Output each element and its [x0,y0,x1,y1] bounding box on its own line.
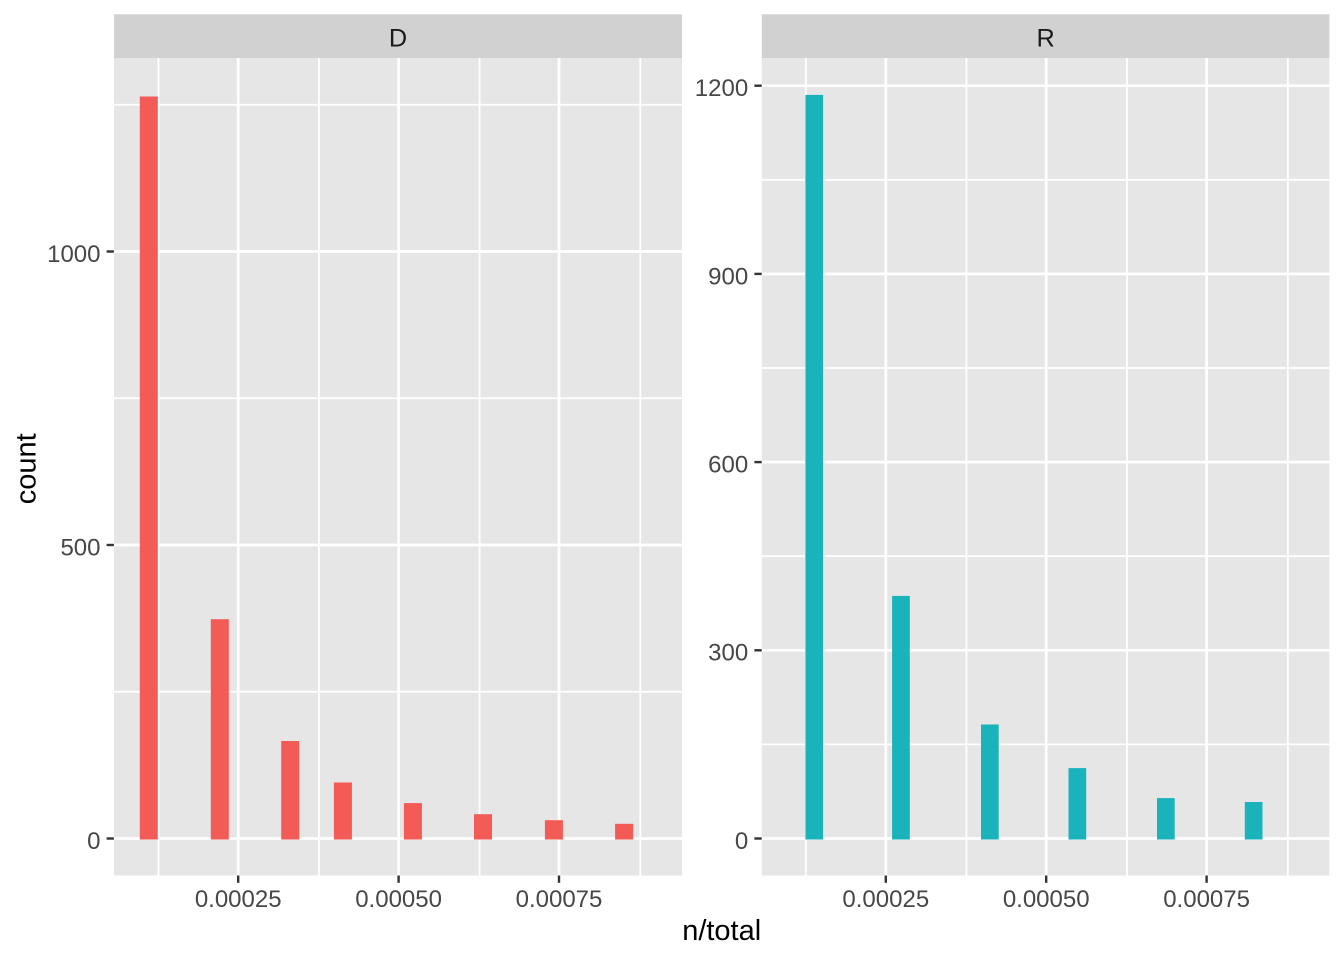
svg-text:0.00025: 0.00025 [195,886,282,913]
svg-text:0.00050: 0.00050 [355,886,442,913]
svg-text:600: 600 [708,452,748,479]
svg-text:0.00050: 0.00050 [1003,886,1090,913]
svg-text:1200: 1200 [695,75,748,102]
svg-text:1000: 1000 [47,241,100,268]
svg-text:0.00075: 0.00075 [1163,886,1250,913]
svg-text:0.00075: 0.00075 [516,886,603,913]
svg-text:300: 300 [708,640,748,667]
svg-text:900: 900 [708,263,748,290]
svg-text:count: count [11,433,43,504]
svg-text:500: 500 [60,534,100,561]
svg-text:0: 0 [87,828,100,855]
svg-text:R: R [1037,25,1055,53]
svg-text:0: 0 [735,828,748,855]
svg-text:D: D [389,25,407,53]
svg-text:n/total: n/total [682,915,761,947]
svg-text:0.00025: 0.00025 [842,886,929,913]
